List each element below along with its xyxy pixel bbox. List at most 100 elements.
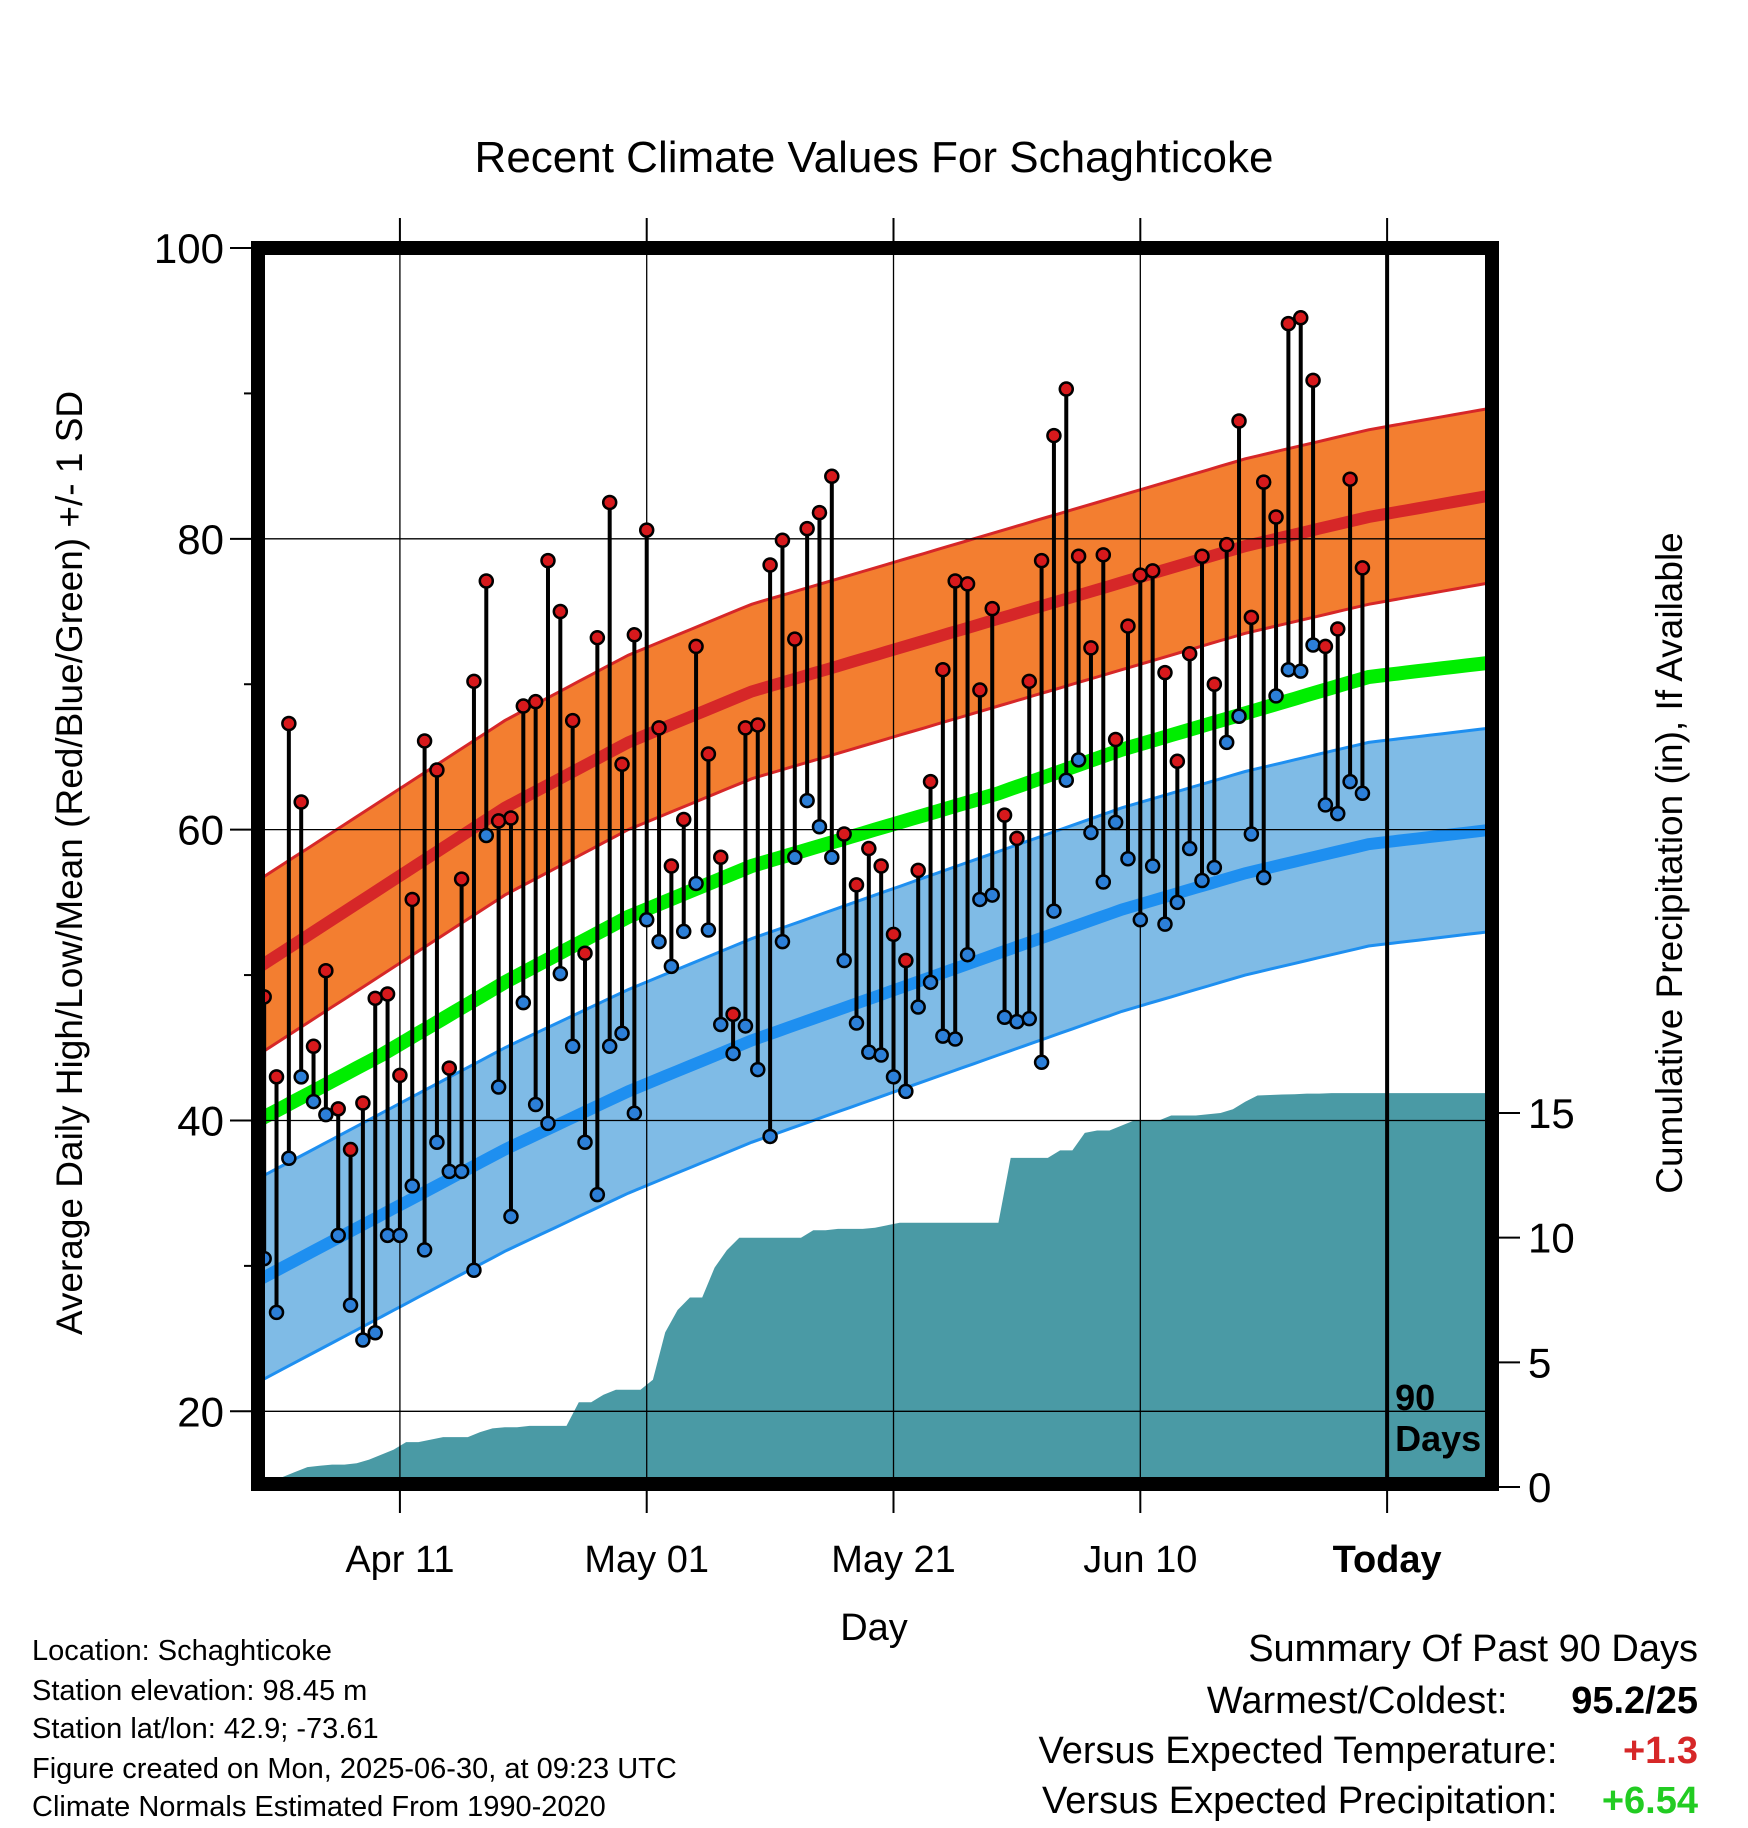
summary-temp: Versus Expected Temperature: +1.3	[1039, 1730, 1698, 1773]
low-point	[885, 1069, 902, 1085]
low-point	[996, 1009, 1013, 1025]
high-point	[1070, 548, 1087, 565]
low-point	[824, 849, 840, 866]
low-point	[293, 1069, 309, 1085]
low-point	[330, 1227, 346, 1244]
info-location: Location: Schaghticoke	[32, 1635, 332, 1667]
high-point	[503, 810, 519, 826]
x-axis-label: Day	[840, 1607, 908, 1649]
low-point	[589, 1186, 606, 1203]
high-point	[1292, 310, 1309, 326]
x-tick-label: Today	[1333, 1539, 1442, 1581]
low-point	[626, 1105, 643, 1121]
high-point	[416, 733, 433, 749]
high-point	[799, 520, 815, 537]
high-point	[379, 986, 396, 1002]
summary-precip-label: Versus Expected Precipitation:	[1042, 1780, 1558, 1822]
low-point	[1218, 734, 1235, 751]
low-point	[947, 1031, 963, 1047]
low-point	[750, 1061, 766, 1078]
high-point	[725, 1006, 741, 1023]
low-point	[873, 1047, 889, 1063]
high-point	[564, 712, 581, 729]
high-normal-line	[258, 489, 1492, 973]
low-point	[367, 1325, 383, 1341]
high-point	[355, 1095, 371, 1111]
high-point	[1330, 621, 1346, 637]
high-point	[1354, 560, 1371, 576]
high-point	[404, 891, 420, 908]
low-point	[972, 891, 988, 908]
high-point	[614, 756, 630, 772]
high-point	[453, 871, 470, 887]
low-point	[305, 1093, 322, 1110]
low-point	[1083, 824, 1099, 841]
low-point	[922, 974, 939, 991]
high-point	[1083, 640, 1099, 656]
high-point	[540, 552, 556, 569]
low-point	[898, 1083, 914, 1100]
summary-warmest: Warmest/Coldest: 95.2/25	[1207, 1680, 1698, 1723]
y-tick-label: 100	[154, 225, 224, 272]
x-tick-label: May 01	[584, 1539, 709, 1581]
y-tick-label: 80	[177, 516, 224, 563]
high-point	[836, 826, 852, 842]
low-point	[861, 1044, 877, 1060]
high-point	[392, 1067, 408, 1084]
low-point	[1330, 805, 1346, 822]
low-point	[774, 933, 791, 950]
precip-area	[271, 1093, 1492, 1484]
high-point	[1305, 372, 1321, 389]
low-point	[540, 1115, 556, 1132]
low-point	[453, 1163, 470, 1180]
high-point	[959, 576, 976, 592]
high-point	[898, 952, 914, 969]
low-point	[342, 1297, 359, 1313]
high-point	[1157, 664, 1173, 681]
high-point	[762, 557, 778, 573]
high-point	[848, 877, 865, 893]
y2-axis-label: Cumulative Precipitation (in), If Availa…	[1649, 532, 1690, 1194]
high-point	[466, 673, 482, 690]
low-point	[564, 1038, 581, 1055]
low-point	[281, 1150, 297, 1167]
high-point	[885, 926, 902, 943]
low-point	[466, 1262, 482, 1278]
high-point	[1095, 547, 1112, 563]
low-point	[762, 1128, 778, 1145]
high-point	[1132, 567, 1149, 583]
low-point	[1107, 814, 1124, 831]
low-point	[638, 912, 655, 928]
low-point	[811, 818, 828, 835]
low-point	[515, 994, 532, 1011]
summary-title: Summary Of Past 90 Days	[1248, 1628, 1698, 1670]
low-point	[1231, 708, 1247, 724]
low-point	[318, 1106, 334, 1123]
info-latlon: Station lat/lon: 42.9; -73.61	[32, 1713, 379, 1745]
high-point	[293, 794, 309, 810]
today-label-line1: 90	[1395, 1377, 1435, 1418]
high-point	[1342, 471, 1358, 487]
x-tick-label: Jun 10	[1083, 1539, 1197, 1581]
today-label-line2: Days	[1395, 1418, 1481, 1459]
high-point	[1194, 548, 1210, 565]
high-point	[1169, 753, 1186, 770]
high-point	[1144, 563, 1161, 579]
high-point	[1268, 509, 1284, 525]
low-point	[799, 792, 815, 809]
low-point	[1268, 688, 1284, 704]
high-point	[318, 962, 334, 979]
high-point	[1243, 609, 1260, 626]
low-point	[268, 1304, 285, 1321]
low-point	[725, 1045, 741, 1062]
low-point	[1354, 785, 1371, 802]
y2-tick-label: 5	[1528, 1339, 1551, 1386]
high-point	[861, 840, 877, 857]
high-point	[305, 1038, 322, 1055]
high-point	[441, 1060, 458, 1076]
x-tick-label: May 21	[831, 1539, 956, 1581]
high-point	[1009, 830, 1025, 847]
high-point	[1280, 315, 1297, 332]
